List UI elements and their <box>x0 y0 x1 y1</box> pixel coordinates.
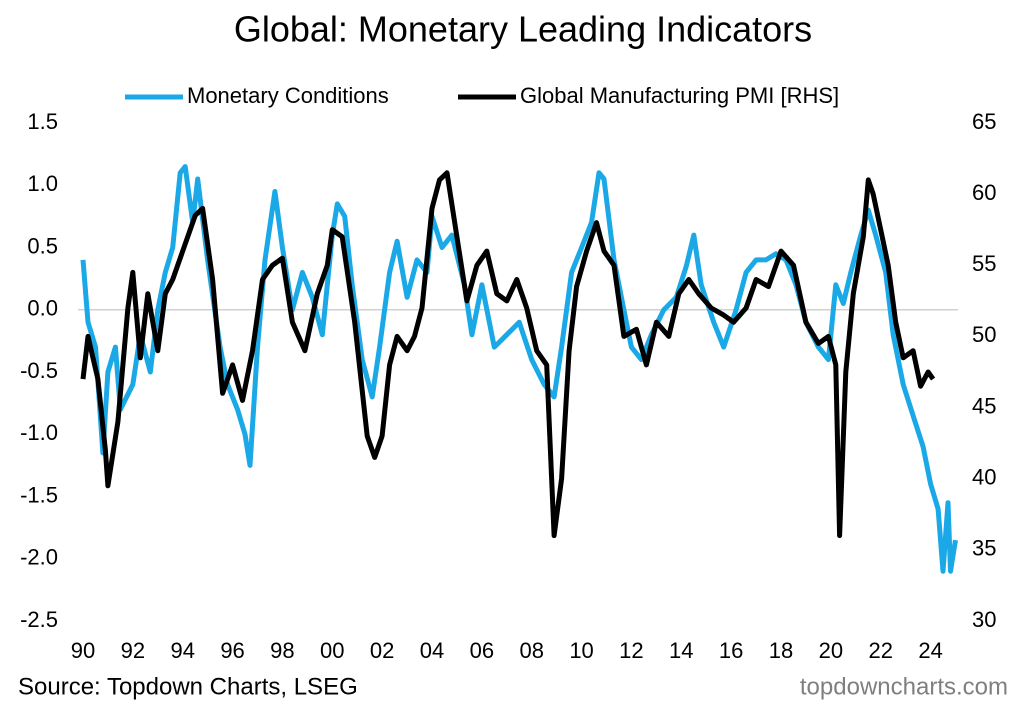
y2-tick-label: 50 <box>972 322 996 347</box>
y2-tick-label: 30 <box>972 607 996 632</box>
x-tick-label: 18 <box>769 638 793 663</box>
x-tick-label: 24 <box>918 638 942 663</box>
y-tick-label: -2.0 <box>20 545 58 570</box>
x-tick-label: 12 <box>619 638 643 663</box>
y-tick-label: -0.5 <box>20 358 58 383</box>
x-tick-label: 96 <box>220 638 244 663</box>
legend-label: Monetary Conditions <box>187 83 389 108</box>
y2-tick-label: 60 <box>972 180 996 205</box>
y2-tick-label: 55 <box>972 251 996 276</box>
chart-title: Global: Monetary Leading Indicators <box>234 9 812 50</box>
series-line <box>80 170 936 539</box>
y-tick-label: -1.5 <box>20 482 58 507</box>
x-tick-label: 00 <box>320 638 344 663</box>
x-tick-label: 20 <box>819 638 843 663</box>
x-tick-label: 22 <box>868 638 892 663</box>
y2-tick-label: 65 <box>972 109 996 134</box>
x-tick-label: 92 <box>121 638 145 663</box>
legend-label: Global Manufacturing PMI [RHS] <box>520 83 839 108</box>
y2-tick-label: 35 <box>972 536 996 561</box>
y-tick-label: 1.5 <box>27 109 58 134</box>
y-tick-label: 0.5 <box>27 233 58 258</box>
x-tick-label: 08 <box>519 638 543 663</box>
x-tick-label: 02 <box>370 638 394 663</box>
x-tick-label: 10 <box>569 638 593 663</box>
x-tick-label: 94 <box>170 638 194 663</box>
y-tick-label: 1.0 <box>27 171 58 196</box>
y-tick-label: 0.0 <box>27 296 58 321</box>
watermark: topdowncharts.com <box>800 673 1008 700</box>
y-tick-label: -1.0 <box>20 420 58 445</box>
x-tick-label: 90 <box>71 638 95 663</box>
x-tick-label: 16 <box>719 638 743 663</box>
series-line <box>80 164 958 574</box>
source: Source: Topdown Charts, LSEG <box>18 673 358 700</box>
y2-tick-label: 45 <box>972 393 996 418</box>
x-tick-label: 06 <box>470 638 494 663</box>
x-tick-label: 04 <box>420 638 444 663</box>
x-tick-label: 98 <box>270 638 294 663</box>
y-tick-label: -2.5 <box>20 607 58 632</box>
y2-tick-label: 40 <box>972 465 996 490</box>
x-tick-label: 14 <box>669 638 693 663</box>
